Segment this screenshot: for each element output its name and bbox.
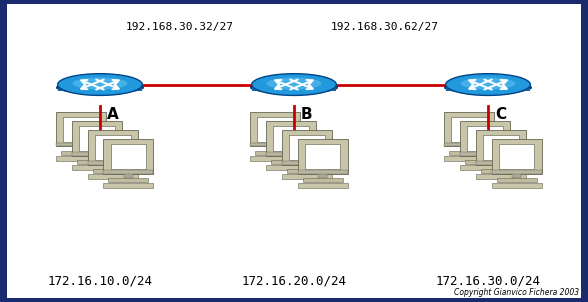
FancyBboxPatch shape	[76, 146, 85, 151]
FancyBboxPatch shape	[250, 143, 300, 146]
FancyBboxPatch shape	[476, 130, 526, 165]
FancyBboxPatch shape	[72, 152, 122, 156]
FancyBboxPatch shape	[282, 174, 332, 179]
Text: 172.16.20.0/24: 172.16.20.0/24	[242, 274, 346, 288]
FancyBboxPatch shape	[273, 126, 309, 151]
FancyBboxPatch shape	[286, 155, 295, 160]
Text: Copyright Gianvico Fichera 2003: Copyright Gianvico Fichera 2003	[454, 288, 579, 297]
FancyBboxPatch shape	[92, 155, 101, 160]
Polygon shape	[252, 84, 336, 91]
FancyBboxPatch shape	[103, 170, 153, 174]
Ellipse shape	[250, 82, 338, 93]
FancyBboxPatch shape	[61, 151, 101, 155]
Ellipse shape	[58, 74, 142, 95]
FancyBboxPatch shape	[496, 164, 505, 169]
Ellipse shape	[56, 82, 143, 93]
Text: A: A	[107, 108, 119, 122]
FancyBboxPatch shape	[483, 135, 519, 160]
FancyBboxPatch shape	[480, 169, 521, 173]
Text: C: C	[496, 108, 506, 122]
FancyBboxPatch shape	[282, 130, 332, 165]
FancyBboxPatch shape	[63, 117, 99, 142]
FancyBboxPatch shape	[460, 152, 510, 156]
FancyBboxPatch shape	[88, 174, 138, 179]
FancyBboxPatch shape	[460, 121, 510, 156]
Ellipse shape	[72, 78, 128, 89]
FancyBboxPatch shape	[266, 121, 316, 156]
Ellipse shape	[252, 74, 336, 95]
FancyBboxPatch shape	[460, 165, 510, 170]
FancyBboxPatch shape	[465, 160, 505, 164]
Polygon shape	[446, 84, 530, 91]
FancyBboxPatch shape	[109, 178, 149, 182]
FancyBboxPatch shape	[302, 178, 342, 182]
FancyBboxPatch shape	[512, 173, 521, 178]
FancyBboxPatch shape	[492, 139, 542, 174]
FancyBboxPatch shape	[88, 130, 138, 165]
FancyBboxPatch shape	[108, 164, 117, 169]
FancyBboxPatch shape	[451, 117, 487, 142]
FancyBboxPatch shape	[270, 160, 310, 164]
FancyBboxPatch shape	[465, 146, 473, 151]
Text: 172.16.10.0/24: 172.16.10.0/24	[48, 274, 152, 288]
FancyBboxPatch shape	[305, 144, 340, 169]
FancyBboxPatch shape	[270, 146, 279, 151]
FancyBboxPatch shape	[111, 144, 146, 169]
Text: 192.168.30.62/27: 192.168.30.62/27	[331, 22, 439, 32]
FancyBboxPatch shape	[492, 183, 542, 188]
FancyBboxPatch shape	[56, 112, 106, 146]
FancyBboxPatch shape	[76, 160, 116, 164]
FancyBboxPatch shape	[250, 112, 300, 146]
FancyBboxPatch shape	[298, 139, 348, 174]
FancyBboxPatch shape	[282, 161, 332, 165]
Text: 192.168.30.32/27: 192.168.30.32/27	[125, 22, 233, 32]
FancyBboxPatch shape	[298, 183, 348, 188]
FancyBboxPatch shape	[79, 126, 115, 151]
FancyBboxPatch shape	[250, 156, 300, 161]
Ellipse shape	[266, 78, 322, 89]
Text: B: B	[301, 108, 313, 122]
Ellipse shape	[445, 82, 532, 93]
FancyBboxPatch shape	[88, 161, 138, 165]
FancyBboxPatch shape	[476, 174, 526, 179]
FancyBboxPatch shape	[449, 151, 489, 155]
FancyBboxPatch shape	[103, 183, 153, 188]
FancyBboxPatch shape	[103, 139, 153, 174]
FancyBboxPatch shape	[496, 178, 536, 182]
FancyBboxPatch shape	[476, 161, 526, 165]
FancyBboxPatch shape	[266, 152, 316, 156]
FancyBboxPatch shape	[124, 173, 133, 178]
FancyBboxPatch shape	[289, 135, 325, 160]
FancyBboxPatch shape	[444, 143, 494, 146]
FancyBboxPatch shape	[56, 156, 106, 161]
FancyBboxPatch shape	[56, 143, 106, 146]
FancyBboxPatch shape	[302, 164, 311, 169]
Ellipse shape	[460, 78, 516, 89]
FancyBboxPatch shape	[318, 173, 327, 178]
FancyBboxPatch shape	[492, 170, 542, 174]
Ellipse shape	[446, 74, 530, 95]
FancyBboxPatch shape	[257, 117, 293, 142]
FancyBboxPatch shape	[298, 170, 348, 174]
FancyBboxPatch shape	[467, 126, 503, 151]
FancyBboxPatch shape	[444, 112, 494, 146]
FancyBboxPatch shape	[95, 135, 131, 160]
FancyBboxPatch shape	[72, 165, 122, 170]
FancyBboxPatch shape	[480, 155, 489, 160]
FancyBboxPatch shape	[286, 169, 326, 173]
FancyBboxPatch shape	[499, 144, 534, 169]
FancyBboxPatch shape	[266, 165, 316, 170]
Text: 172.16.30.0/24: 172.16.30.0/24	[436, 274, 540, 288]
Polygon shape	[58, 84, 142, 91]
FancyBboxPatch shape	[255, 151, 295, 155]
FancyBboxPatch shape	[7, 4, 581, 298]
FancyBboxPatch shape	[72, 121, 122, 156]
FancyBboxPatch shape	[93, 169, 133, 173]
FancyBboxPatch shape	[444, 156, 494, 161]
